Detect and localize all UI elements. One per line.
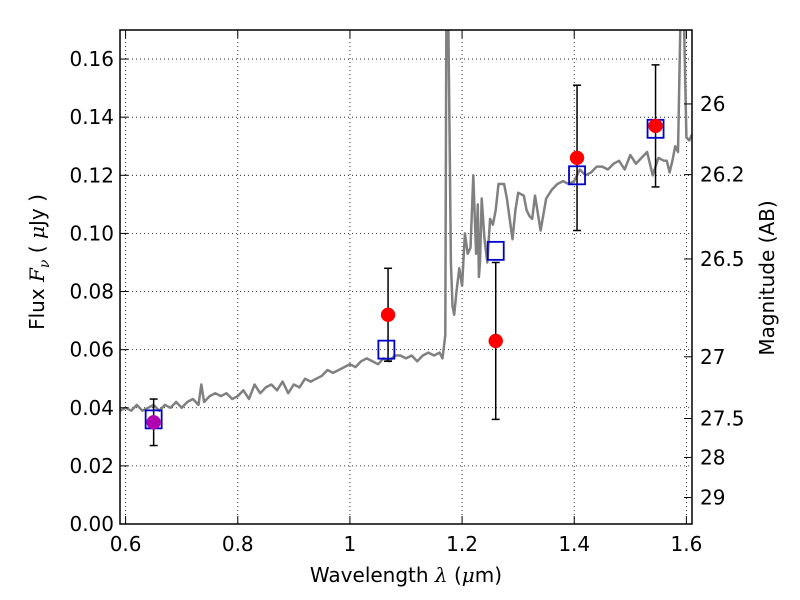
model-spectrum-line (120, 30, 692, 412)
model-photometry-square (377, 339, 396, 360)
y-axis-title: Flux Fν ( μJy ) (25, 194, 53, 330)
axes-ticks: 0.6 0.8 1 1.2 1.4 1.6 0.00 0.02 0.04 0.06 0.08 0.10… (69, 30, 745, 556)
y2-axis-title: Magnitude (AB) (755, 200, 779, 355)
y-tick-label: 0.06 (69, 338, 114, 362)
mag-tick-label: 26.2 (700, 163, 745, 187)
x-tick-label: 1 (344, 532, 357, 556)
x-tick-label: 0.6 (110, 532, 142, 556)
y-tick-label: 0.16 (69, 47, 114, 71)
mag-tick-label: 28 (700, 445, 725, 469)
x-axis-title: Wavelength λ (μm) (310, 563, 502, 587)
y-tick-label: 0.00 (69, 512, 114, 536)
mag-tick-label: 26 (700, 92, 725, 116)
x-tick-label: 1.2 (446, 532, 478, 556)
observed-point (380, 307, 396, 323)
y-tick-label: 0.12 (69, 163, 114, 187)
x-tick-label: 1.4 (558, 532, 590, 556)
observed-point (648, 118, 663, 134)
y-tick-label: 0.08 (69, 280, 114, 304)
y-tick-label: 0.14 (69, 105, 114, 129)
observed-point (488, 333, 503, 349)
y-tick-label: 0.02 (69, 454, 114, 478)
x-tick-label: 0.8 (222, 532, 254, 556)
x-tick-label: 1.6 (670, 532, 702, 556)
model-photometry-square (486, 240, 505, 261)
observed-point (569, 150, 585, 166)
plot-area (120, 30, 692, 447)
model-photometry-square (568, 165, 586, 186)
observed-point (146, 415, 161, 430)
y-tick-label: 0.04 (69, 396, 114, 420)
plot-frame (119, 29, 693, 525)
mag-tick-label: 27 (700, 345, 725, 369)
mag-tick-label: 27.5 (700, 406, 745, 430)
mag-tick-label: 29 (700, 485, 725, 509)
grid (120, 30, 692, 524)
y-tick-label: 0.10 (69, 221, 114, 245)
mag-tick-label: 26.5 (700, 247, 745, 271)
